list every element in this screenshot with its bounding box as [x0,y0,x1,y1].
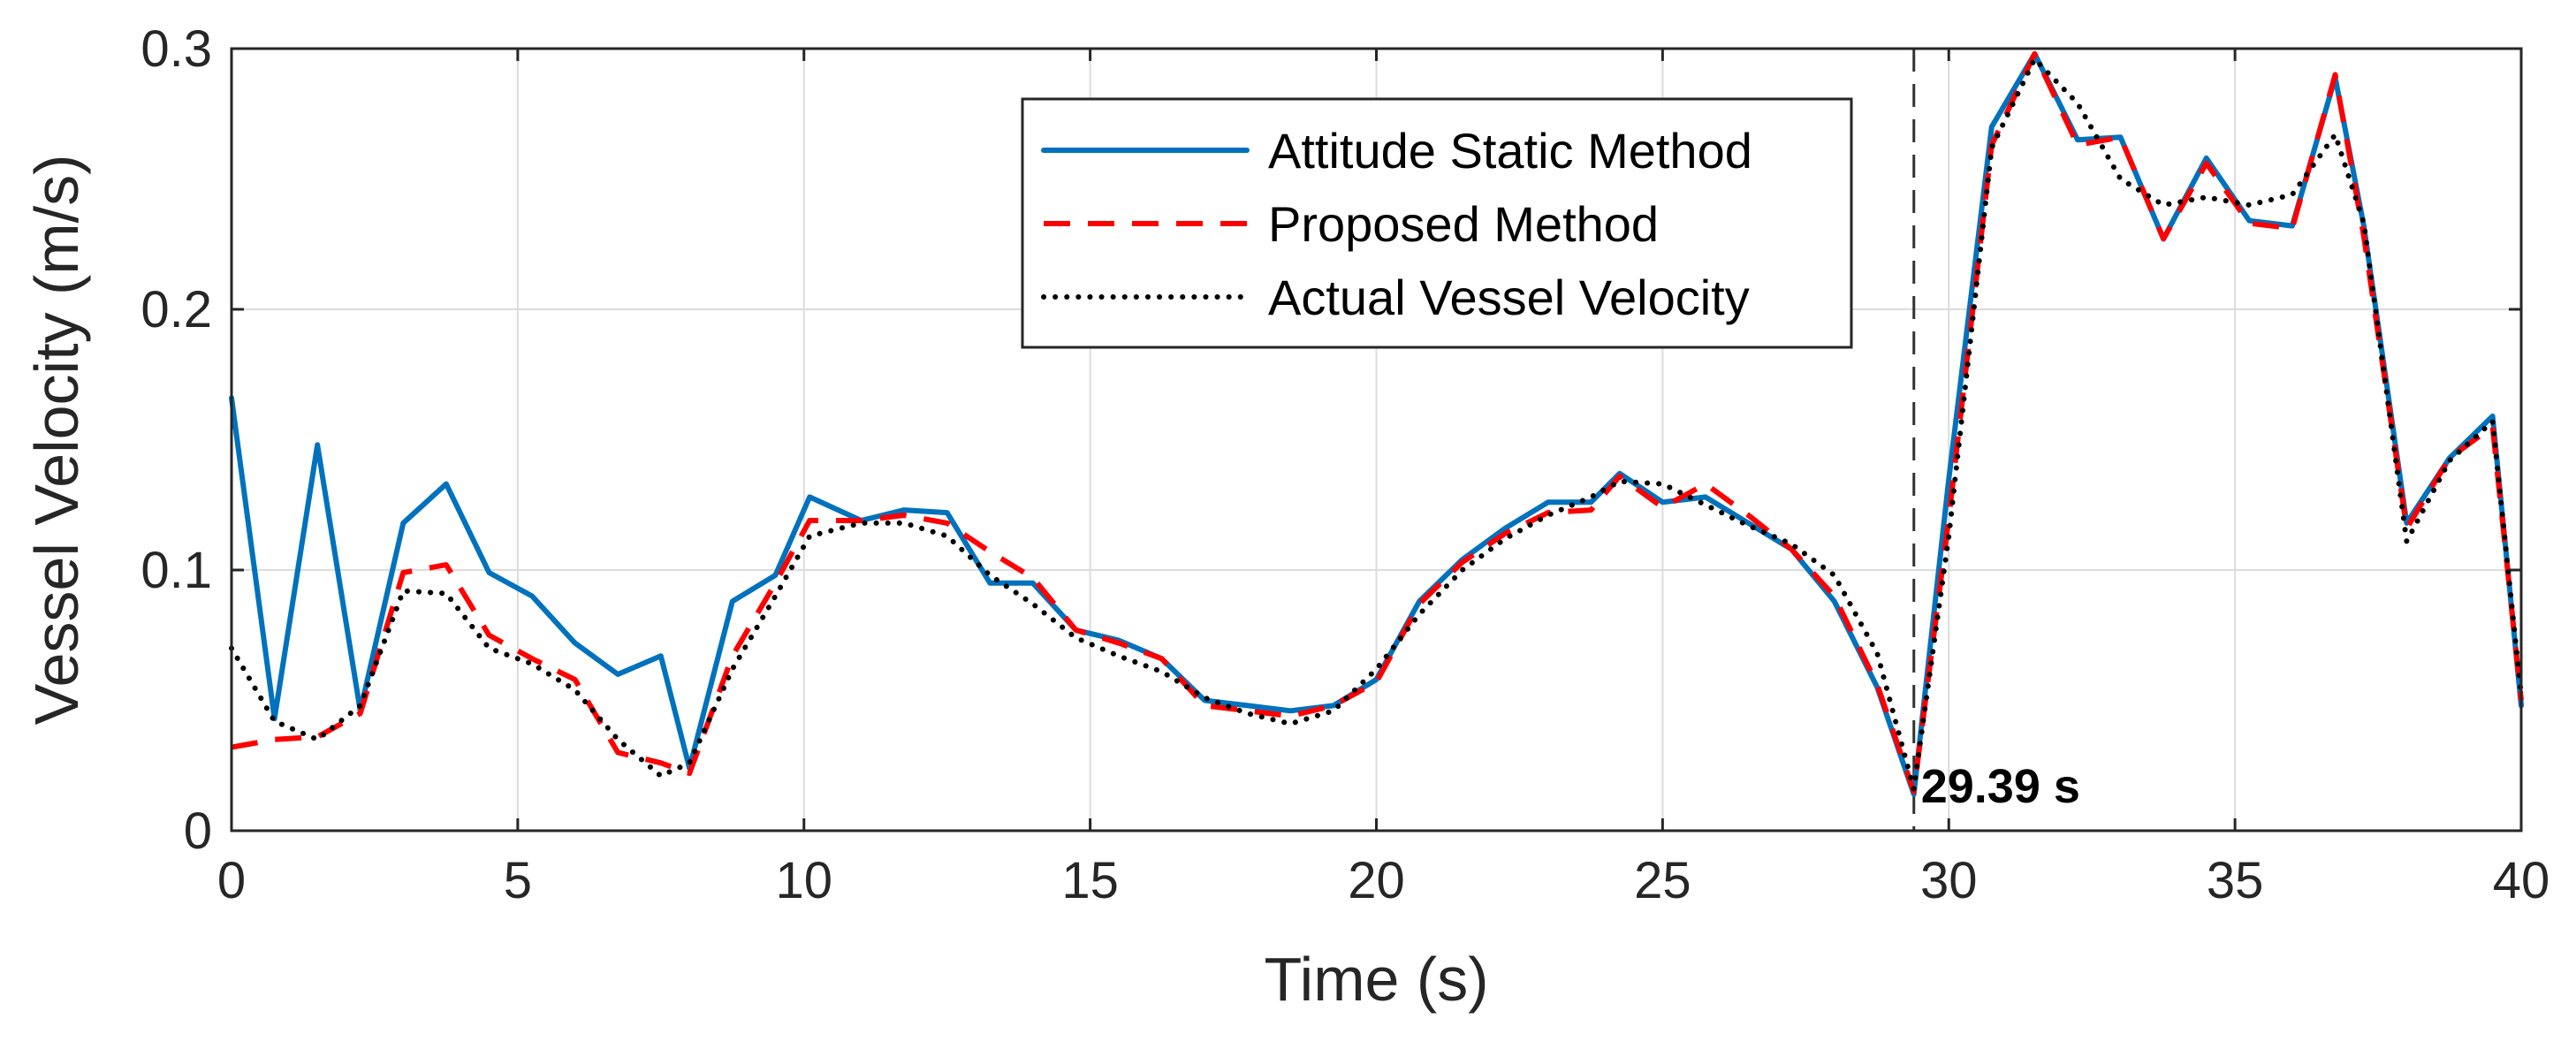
y-tick-label: 0.3 [141,20,212,78]
x-tick-label: 40 [2493,852,2550,909]
y-tick-label: 0.2 [141,281,212,338]
x-tick-label: 30 [1920,852,1978,909]
ticks: 0 5 10 15 20 25 30 35 40 0 0.1 0.2 0.3 [141,20,2549,909]
series-line-1 [231,50,2524,794]
legend-entry-attitude-static: Attitude Static Method [1268,123,1752,179]
x-tick-label: 20 [1348,852,1405,909]
legend: Attitude Static Method Proposed Method A… [1021,97,1853,349]
series-line-2 [229,56,2524,792]
x-tick-label: 35 [2207,852,2264,909]
x-axis-label: Time (s) [1264,945,1488,1014]
x-tick-label: 0 [217,852,246,909]
x-tick-label: 5 [504,852,532,909]
series-layer [229,50,2524,797]
legend-entry-actual: Actual Vessel Velocity [1268,270,1750,325]
series-line-0 [229,50,2524,797]
x-tick-label: 15 [1061,852,1119,909]
y-tick-label: 0 [184,802,212,860]
annotation-label: 29.39 s [1921,760,2080,813]
y-tick-label: 0.1 [141,542,212,599]
y-axis-label: Vessel Velocity (m/s) [22,155,91,726]
x-tick-label: 25 [1634,852,1691,909]
x-tick-label: 10 [775,852,832,909]
legend-entry-proposed: Proposed Method [1268,196,1659,252]
legend-box [1021,97,1853,349]
